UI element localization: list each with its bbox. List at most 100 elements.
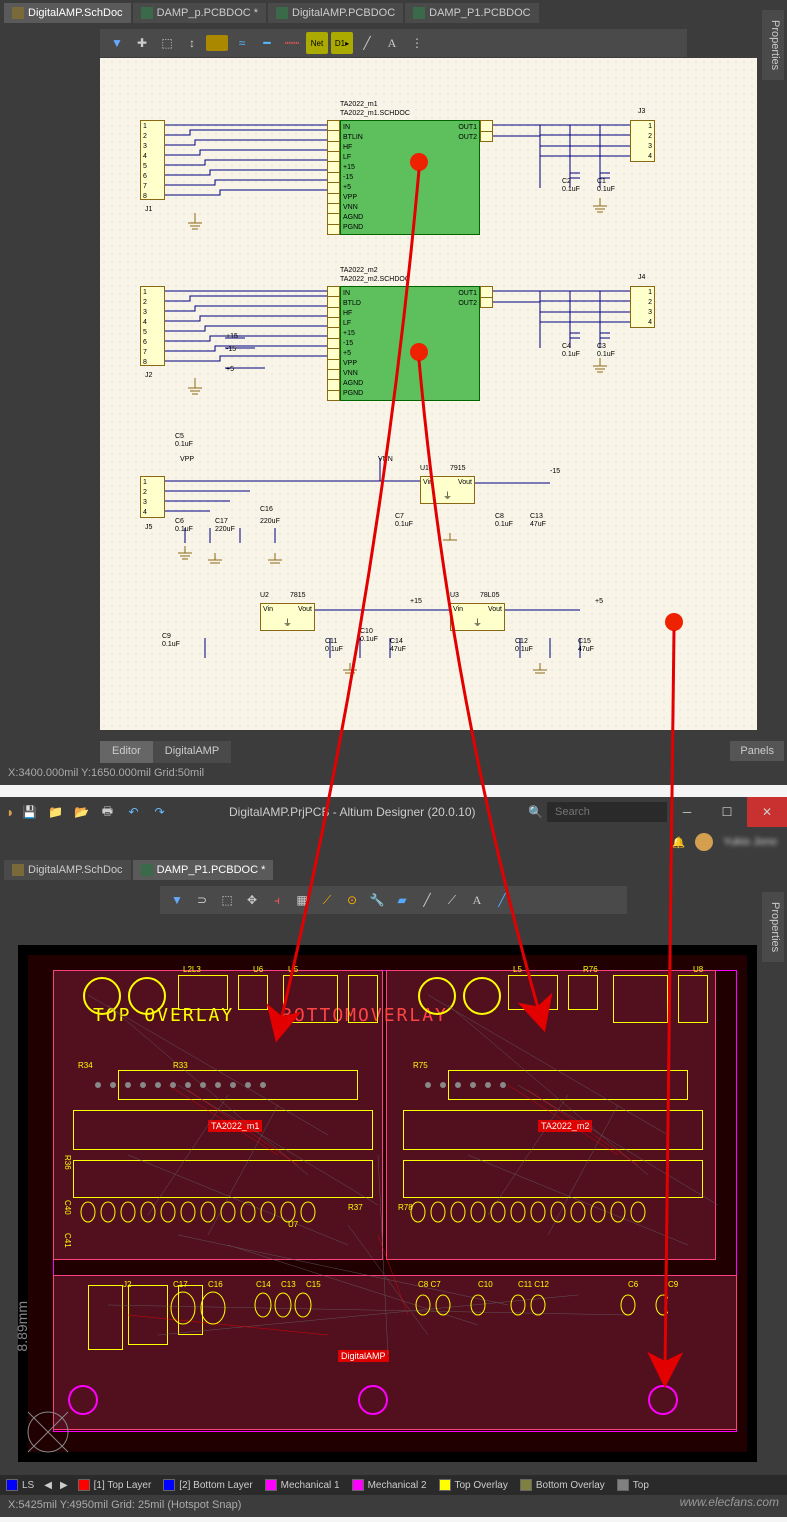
reg-u2[interactable]: VinVout⏚: [260, 603, 315, 631]
sheet-m2[interactable]: INBTLDHFLF+15-15+5VPPVNNAGNDPGND OUT1OUT…: [340, 286, 480, 401]
layer-mech2[interactable]: Mechanical 2: [346, 1479, 433, 1491]
btab-digitalamp[interactable]: DigitalAMP: [153, 741, 231, 763]
select-button[interactable]: ⬚: [156, 32, 178, 54]
line-button[interactable]: ╱: [356, 32, 378, 54]
component-outline: [448, 1070, 688, 1100]
schematic-canvas[interactable]: 12345678 J1 12345678 J2 TA2022_m1 TA2022…: [100, 58, 757, 730]
pcb-text-button[interactable]: A: [466, 889, 488, 911]
component-outline: [403, 1160, 703, 1198]
tab-damp-p1[interactable]: DAMP_P1.PCBDOC: [405, 3, 538, 23]
silk-label: C13: [281, 1280, 296, 1289]
cross-button[interactable]: ✚: [131, 32, 153, 54]
annotation-dot-1: [410, 153, 428, 171]
open2-icon[interactable]: 📂: [70, 801, 92, 823]
c5-val: 0.1uF: [175, 441, 193, 448]
maximize-button[interactable]: ☐: [707, 797, 747, 827]
component-outline: [128, 1285, 168, 1345]
properties-panel-tab[interactable]: Properties: [762, 10, 784, 80]
pcb-move-button[interactable]: ✥: [241, 889, 263, 911]
port-button[interactable]: D1▸: [331, 32, 353, 54]
pcb-filter-button[interactable]: ▼: [166, 889, 188, 911]
connector-j1[interactable]: 12345678: [140, 120, 165, 200]
pcb-poly-button[interactable]: ▰: [391, 889, 413, 911]
properties-panel-tab-2[interactable]: Properties: [762, 892, 784, 962]
reg-u3[interactable]: VinVout⏚: [450, 603, 505, 631]
layer-prev-button[interactable]: ◀: [40, 1480, 56, 1491]
connector-j4[interactable]: 1234: [630, 286, 655, 328]
layer-topoverlay[interactable]: Top Overlay: [433, 1479, 514, 1491]
room-main-label: DigitalAMP: [338, 1350, 389, 1362]
tab-schdoc[interactable]: DigitalAMP.SchDoc: [4, 3, 131, 23]
tab2-schdoc[interactable]: DigitalAMP.SchDoc: [4, 860, 131, 880]
layer-botoverlay[interactable]: Bottom Overlay: [514, 1479, 611, 1491]
pcb-line-button[interactable]: ╱: [416, 889, 438, 911]
redo-icon[interactable]: ↷: [148, 801, 170, 823]
pcb-via-button[interactable]: ⊙: [341, 889, 363, 911]
pcb-select-button[interactable]: ⬚: [216, 889, 238, 911]
pcb-align-button[interactable]: ⫞: [266, 889, 288, 911]
net-button[interactable]: Net: [306, 32, 328, 54]
u2-part: 7815: [290, 592, 306, 599]
silk-label: L5: [513, 965, 522, 974]
text-button[interactable]: A: [381, 32, 403, 54]
sheet-m1[interactable]: INBTLINHFLF+15-15+5VPPVNNAGNDPGND OUT1OU…: [340, 120, 480, 235]
layer-mech1[interactable]: Mechanical 1: [259, 1479, 346, 1491]
pcb-edit-button[interactable]: 🔧: [366, 889, 388, 911]
m1-ports: [327, 120, 340, 235]
save-icon[interactable]: 💾: [18, 801, 40, 823]
print-icon[interactable]: 🖶: [96, 801, 118, 823]
c12-ref: C12: [515, 638, 528, 645]
minimize-button[interactable]: ─: [667, 797, 707, 827]
harness-button[interactable]: ┉┉: [281, 32, 303, 54]
u3-part: 78L05: [480, 592, 499, 599]
component-outline: [73, 1160, 373, 1198]
pcb-dim-button[interactable]: ⟋: [441, 889, 463, 911]
connector-j3[interactable]: 1234: [630, 120, 655, 162]
layer-top[interactable]: [1] Top Layer: [72, 1479, 158, 1491]
pcb-canvas[interactable]: TA2022_m1 TA2022_m2 DigitalAMP TOP OVERL…: [18, 945, 757, 1462]
c4-val: 0.1uF: [562, 351, 580, 358]
tab2-damp-p1[interactable]: DAMP_P1.PCBDOC *: [133, 860, 274, 880]
tab-digitalamp-pcb[interactable]: DigitalAMP.PCBDOC: [268, 3, 403, 23]
close-button[interactable]: ✕: [747, 797, 787, 827]
connector-j5[interactable]: 1234: [140, 476, 165, 518]
notif-icon[interactable]: 🔔: [671, 836, 685, 849]
annotation-dot-3: [665, 613, 683, 631]
pcb-comp-button[interactable]: ▦: [291, 889, 313, 911]
comp-button[interactable]: [206, 35, 228, 51]
layer-top2[interactable]: Top: [611, 1479, 655, 1491]
username: Yukio Jono: [723, 836, 777, 848]
btab-editor[interactable]: Editor: [100, 741, 153, 763]
c17-ref: C17: [215, 518, 228, 525]
silk-label: R36: [63, 1155, 72, 1170]
bus-button[interactable]: ━: [256, 32, 278, 54]
c8-ref: C8: [495, 513, 504, 520]
layer-bottom[interactable]: [2] Bottom Layer: [157, 1479, 258, 1491]
doc-tabs: DigitalAMP.SchDoc DAMP_p.PCBDOC * Digita…: [0, 0, 787, 26]
pcb-toolbar: ▼ ⊃ ⬚ ✥ ⫞ ▦ ⟋ ⊙ 🔧 ▰ ╱ ⟋ A ╱: [160, 886, 627, 914]
c1-val: 0.1uF: [597, 186, 615, 193]
connector-j2[interactable]: 12345678: [140, 286, 165, 366]
move-button[interactable]: ↕: [181, 32, 203, 54]
u1-ref: U1: [420, 465, 429, 472]
tab-damp-p[interactable]: DAMP_p.PCBDOC *: [133, 3, 266, 23]
pcb-snap-button[interactable]: ⊃: [191, 889, 213, 911]
open-icon[interactable]: 📁: [44, 801, 66, 823]
j4-ref: J4: [638, 274, 645, 281]
user-bar: 🔔 Yukio Jono: [0, 827, 787, 857]
search-input[interactable]: [547, 802, 667, 822]
silk-label: C8 C7: [418, 1280, 441, 1289]
more-button[interactable]: ⋮: [406, 32, 428, 54]
avatar[interactable]: [695, 833, 713, 851]
c6-ref: C6: [175, 518, 184, 525]
reg-u1[interactable]: VinVout⏚: [420, 476, 475, 504]
wire-button[interactable]: ≈: [231, 32, 253, 54]
pcb-draw-button[interactable]: ╱: [491, 889, 513, 911]
undo-icon[interactable]: ↶: [122, 801, 144, 823]
layer-ls[interactable]: LS: [0, 1479, 40, 1491]
pcb-route-button[interactable]: ⟋: [316, 889, 338, 911]
filter-button[interactable]: ▼: [106, 32, 128, 54]
sheet-tabs: Editor DigitalAMP: [100, 741, 231, 763]
panels-button[interactable]: Panels: [730, 741, 784, 761]
layer-next-button[interactable]: ▶: [56, 1480, 72, 1491]
